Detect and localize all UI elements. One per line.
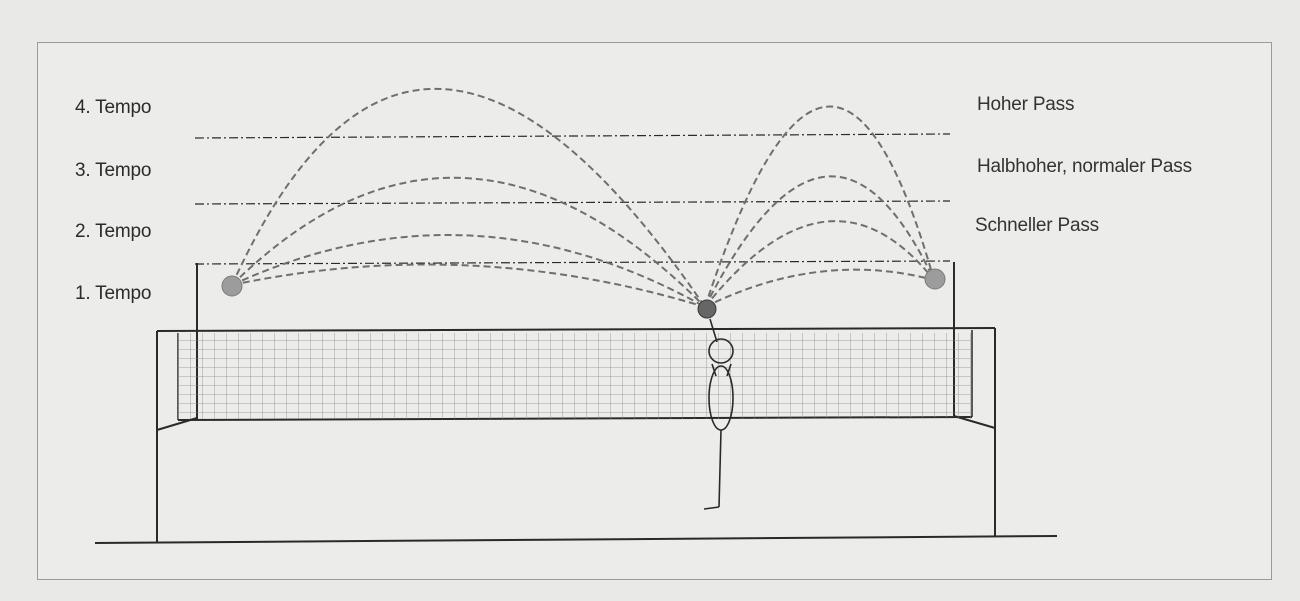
pass-label-fast: Schneller Pass <box>975 215 1099 236</box>
left-trajectory-fast <box>231 234 706 308</box>
setter-figure <box>703 318 734 510</box>
tempo-label-2: 2. Tempo <box>75 221 152 242</box>
tempo-label-3: 3. Tempo <box>75 160 152 181</box>
left-ball <box>221 275 243 297</box>
tempo-line-4 <box>194 133 951 139</box>
left-trajectory-high <box>231 87 706 308</box>
setter-leg <box>718 429 722 508</box>
pass-label-high: Hoher Pass <box>977 94 1075 115</box>
right-trajectory-flat <box>704 268 935 308</box>
left-trajectory-flat <box>231 263 706 308</box>
ground-line <box>94 535 1058 544</box>
setter-head <box>708 338 734 364</box>
net-top-band <box>156 327 996 332</box>
right-trajectory-fast <box>704 220 935 308</box>
tempo-label-1: 1. Tempo <box>75 283 152 304</box>
tempo-label-4: 4. Tempo <box>75 97 152 118</box>
diagram-frame <box>37 42 1272 580</box>
right-trajectory-medium <box>704 175 935 308</box>
setter-ball <box>697 299 717 319</box>
net-mesh <box>178 333 972 419</box>
pass-trajectories <box>231 87 935 308</box>
tempo-line-3 <box>194 200 951 205</box>
tempo-reference-lines <box>194 133 951 265</box>
right-trajectory-high <box>704 105 935 308</box>
setter-foot <box>703 506 720 510</box>
pass-label-medium: Halbhoher, normaler Pass <box>977 156 1192 177</box>
left-trajectory-medium <box>231 176 706 308</box>
tempo-line-2 <box>194 260 951 265</box>
right-ball <box>924 268 946 290</box>
